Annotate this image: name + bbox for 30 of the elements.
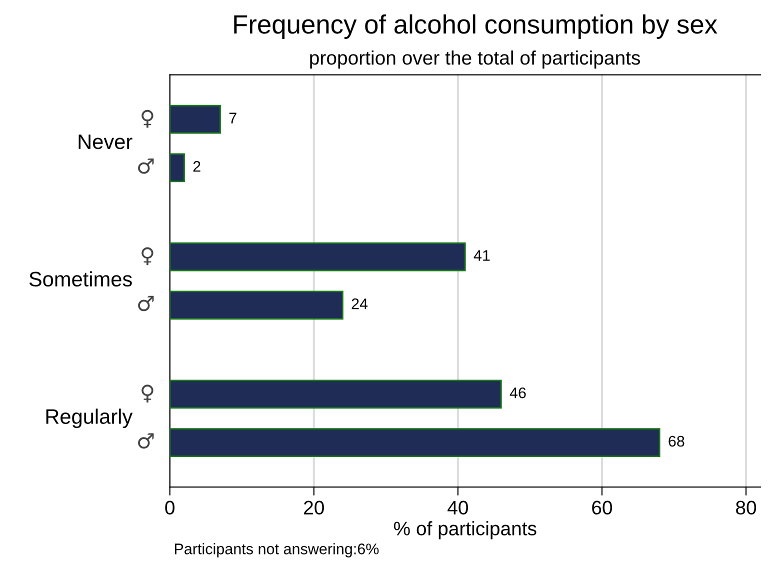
y-tick-label: Regularly — [46, 408, 133, 428]
x-tick-label: 80 — [736, 500, 756, 515]
bar — [170, 428, 660, 457]
x-tick-label: 40 — [448, 500, 468, 515]
bar — [170, 290, 344, 320]
chart-title: Frequency of alcohol consumption by sex — [234, 14, 718, 39]
y-tick-label: Sometimes — [29, 271, 132, 287]
text: Participants not answering:6% — [174, 543, 379, 558]
x-tick-label: 60 — [592, 500, 612, 515]
data-label: 2 — [193, 161, 200, 172]
bar — [170, 380, 502, 409]
series-label: ♂ — [138, 158, 154, 174]
text: ♂ — [138, 433, 154, 449]
bar — [170, 242, 466, 272]
x-tick-label: 0 — [165, 500, 174, 515]
data-label: 41 — [474, 250, 490, 261]
text: ♀ — [142, 247, 154, 266]
data-label: 7 — [229, 112, 236, 124]
chart-subtitle: proportion over the total of participants — [310, 50, 640, 69]
y-tick-label: Never — [78, 134, 132, 150]
text: ♀ — [142, 384, 154, 403]
x-tick-label: 20 — [304, 500, 324, 515]
bar — [170, 104, 221, 134]
data-label: 68 — [668, 436, 684, 447]
bar — [170, 153, 185, 182]
text: ♂ — [138, 296, 154, 312]
data-label: 24 — [352, 298, 368, 310]
data-label: 46 — [510, 387, 526, 398]
series-label: ♀ — [142, 110, 154, 128]
x-axis-title: % of participants — [394, 521, 536, 540]
